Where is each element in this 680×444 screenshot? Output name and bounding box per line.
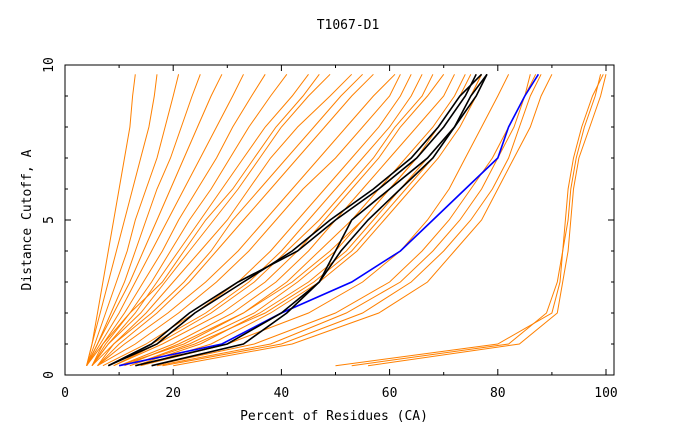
series-line-other-4: [86, 74, 223, 366]
series-line-other-31: [173, 74, 553, 367]
series-line-highlight-38: [151, 73, 488, 367]
series-line-other-19: [113, 74, 445, 367]
x-tick-label: 40: [274, 386, 290, 401]
series-line-other-33: [351, 74, 604, 367]
series-line-other-20: [118, 74, 455, 367]
series-line-other-6: [91, 74, 266, 366]
x-tick-label: 20: [165, 386, 181, 401]
series-line-other-28: [151, 74, 531, 367]
axes: 0 20 40 60 80 100 0 5 10: [42, 57, 618, 401]
series-line-other-21: [124, 74, 466, 367]
series-line-other-9: [91, 73, 331, 367]
x-tick-label: 100: [594, 386, 617, 401]
series-line-other-26: [140, 74, 488, 367]
series-line-other-29: [156, 74, 537, 367]
series-line-reference-39: [118, 73, 540, 367]
series-line-other-30: [162, 74, 542, 367]
x-tick-label: 60: [382, 386, 398, 401]
plot-frame: [64, 64, 615, 376]
series-line-other-1: [86, 74, 158, 366]
series-line-other-2: [86, 74, 180, 366]
series-line-other-13: [91, 73, 363, 367]
series-line-other-27: [140, 74, 510, 367]
series-line-other-32: [335, 74, 602, 367]
y-tick-label: 5: [42, 216, 57, 224]
series-line-other-3: [86, 74, 201, 366]
series-line-other-12: [97, 73, 396, 367]
series-line-other-34: [367, 74, 607, 367]
series-line-other-22: [118, 74, 472, 367]
y-axis-label: Distance Cutoff, A: [20, 149, 35, 290]
series-line-other-7: [91, 74, 288, 366]
x-tick-label: 0: [61, 386, 69, 401]
series-line-other-17: [108, 74, 423, 367]
x-tick-label: 80: [490, 386, 506, 401]
series-lines: [86, 73, 607, 367]
series-line-highlight-37: [135, 73, 488, 367]
series-line-other-0: [86, 74, 136, 366]
series-line-highlight-35: [107, 73, 477, 367]
y-tick-label: 10: [42, 57, 57, 73]
series-line-highlight-36: [107, 73, 483, 367]
series-line-other-5: [86, 74, 244, 366]
series-line-other-14: [86, 73, 320, 367]
series-line-other-16: [102, 74, 412, 367]
series-line-other-8: [91, 73, 309, 367]
series-line-other-11: [97, 73, 374, 367]
series-line-other-15: [97, 74, 401, 367]
series-line-other-18: [113, 74, 434, 367]
chart-title: T1067-D1: [317, 18, 380, 33]
series-line-other-10: [97, 73, 353, 366]
y-tick-label: 0: [42, 371, 57, 379]
x-axis-label: Percent of Residues (CA): [240, 409, 428, 424]
